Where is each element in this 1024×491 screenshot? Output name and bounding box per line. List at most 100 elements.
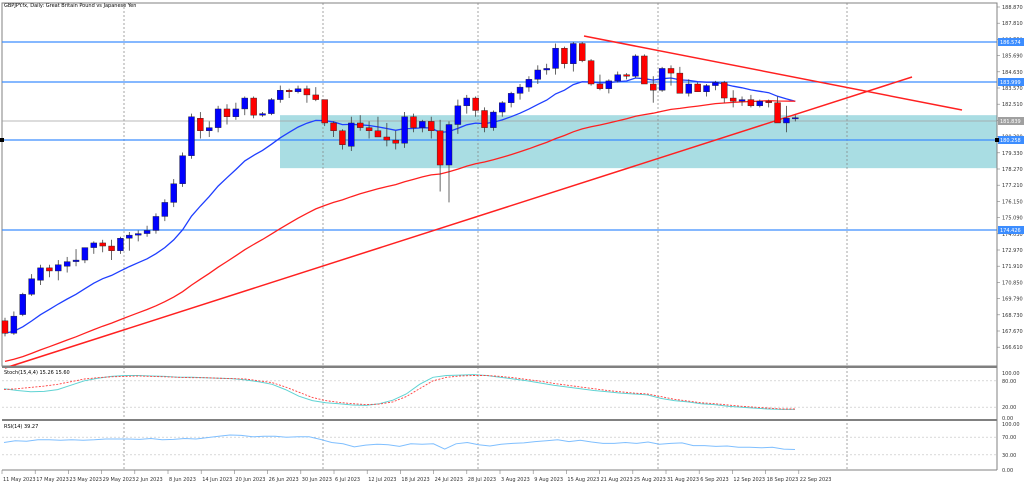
candle-body[interactable] <box>383 136 391 141</box>
candle-body[interactable] <box>783 118 790 124</box>
candle-body[interactable] <box>445 124 453 166</box>
candle-body[interactable] <box>596 83 604 89</box>
candle-body[interactable] <box>685 83 692 94</box>
candle-body[interactable] <box>170 183 177 203</box>
candle-body[interactable] <box>268 99 275 114</box>
candle-body[interactable] <box>756 100 763 107</box>
candle-body[interactable] <box>1 320 9 334</box>
candle-body[interactable] <box>472 97 479 111</box>
candle-body[interactable] <box>312 94 319 100</box>
candle-body[interactable] <box>650 83 657 91</box>
candle-body[interactable] <box>348 122 355 147</box>
candle-body[interactable] <box>579 43 586 61</box>
candle-body[interactable] <box>632 55 639 77</box>
candle-body[interactable] <box>277 90 284 100</box>
candle-body[interactable] <box>534 69 541 80</box>
candle-body[interactable] <box>134 233 142 236</box>
candle-body[interactable] <box>712 82 719 86</box>
candle-body[interactable] <box>357 122 364 128</box>
candle-body[interactable] <box>694 83 701 93</box>
candle-body[interactable] <box>179 155 186 184</box>
date-tick-label: 29 May 2023 <box>103 477 136 483</box>
candle-body[interactable] <box>774 102 781 124</box>
candle-body[interactable] <box>126 234 133 239</box>
candle-body[interactable] <box>729 97 737 102</box>
candle-body[interactable] <box>303 88 311 96</box>
ascending-trendline[interactable] <box>4 76 913 369</box>
candle-body[interactable] <box>339 130 346 145</box>
candle-body[interactable] <box>108 245 115 251</box>
candle-body[interactable] <box>81 247 89 261</box>
candle-body[interactable] <box>792 117 799 120</box>
candle-body[interactable] <box>161 202 169 217</box>
candle-body[interactable] <box>507 93 515 103</box>
candle-body[interactable] <box>738 99 746 102</box>
candle-body[interactable] <box>28 278 35 295</box>
candle-body[interactable] <box>250 97 257 116</box>
candle-body[interactable] <box>294 88 302 93</box>
date-tick-label: 15 Aug 2023 <box>567 477 599 483</box>
candle-body[interactable] <box>401 116 408 144</box>
candle-body[interactable] <box>721 82 728 99</box>
candle-body[interactable] <box>676 72 684 94</box>
candle-body[interactable] <box>570 43 577 64</box>
stoch-tick-label: 80.00 <box>1002 379 1016 385</box>
candle-body[interactable] <box>152 216 160 231</box>
price-tick-label: 175.090 <box>1002 216 1023 222</box>
candle-body[interactable] <box>90 242 98 248</box>
candle-body[interactable] <box>428 121 435 131</box>
candle-body[interactable] <box>490 111 497 128</box>
descending-trendline[interactable] <box>583 35 963 111</box>
candle-body[interactable] <box>463 97 470 107</box>
candle-body[interactable] <box>481 110 488 128</box>
candle-body[interactable] <box>117 238 124 251</box>
candle-body[interactable] <box>419 121 426 128</box>
candle-body[interactable] <box>19 294 26 315</box>
candle-body[interactable] <box>543 68 550 71</box>
candle-body[interactable] <box>214 108 222 128</box>
candle-body[interactable] <box>285 90 293 93</box>
candle-body[interactable] <box>410 116 417 128</box>
candle-body[interactable] <box>365 127 373 131</box>
candle-body[interactable] <box>516 86 524 94</box>
candle-body[interactable] <box>10 315 18 334</box>
candle-body[interactable] <box>454 105 462 125</box>
candle-body[interactable] <box>587 60 595 85</box>
candle-body[interactable] <box>561 47 568 64</box>
candle-body[interactable] <box>99 242 106 247</box>
candle-body[interactable] <box>197 118 204 131</box>
candle-body[interactable] <box>667 68 675 74</box>
candle-body[interactable] <box>703 85 710 93</box>
candle-body[interactable] <box>63 261 71 267</box>
candle-body[interactable] <box>321 99 328 124</box>
candle-body[interactable] <box>37 267 44 281</box>
candle-body[interactable] <box>392 139 399 144</box>
candle-body[interactable] <box>330 122 337 131</box>
candle-body[interactable] <box>206 127 213 131</box>
candle-body[interactable] <box>55 264 62 272</box>
candle-body[interactable] <box>765 100 772 103</box>
candle-body[interactable] <box>72 259 80 262</box>
candle-body[interactable] <box>499 102 506 113</box>
candle-body[interactable] <box>188 116 195 156</box>
candle-body[interactable] <box>605 80 613 89</box>
candle-body[interactable] <box>374 130 382 138</box>
candle-body[interactable] <box>525 79 533 88</box>
candle-body[interactable] <box>46 267 53 272</box>
candle-body[interactable] <box>552 47 559 69</box>
candle-body[interactable] <box>747 99 755 107</box>
candle-body[interactable] <box>623 74 630 77</box>
candle-body[interactable] <box>259 113 266 116</box>
candle-body[interactable] <box>658 68 666 91</box>
price-tick-label: 177.210 <box>1002 183 1023 189</box>
candle-body[interactable] <box>614 74 621 82</box>
main-price-panel[interactable] <box>1 2 998 367</box>
candle-body[interactable] <box>143 230 151 234</box>
candle-body[interactable] <box>232 108 240 117</box>
candle-body[interactable] <box>223 108 231 117</box>
candle-body[interactable] <box>241 97 248 110</box>
candle-body[interactable] <box>436 130 444 166</box>
candle-body[interactable] <box>641 55 648 85</box>
